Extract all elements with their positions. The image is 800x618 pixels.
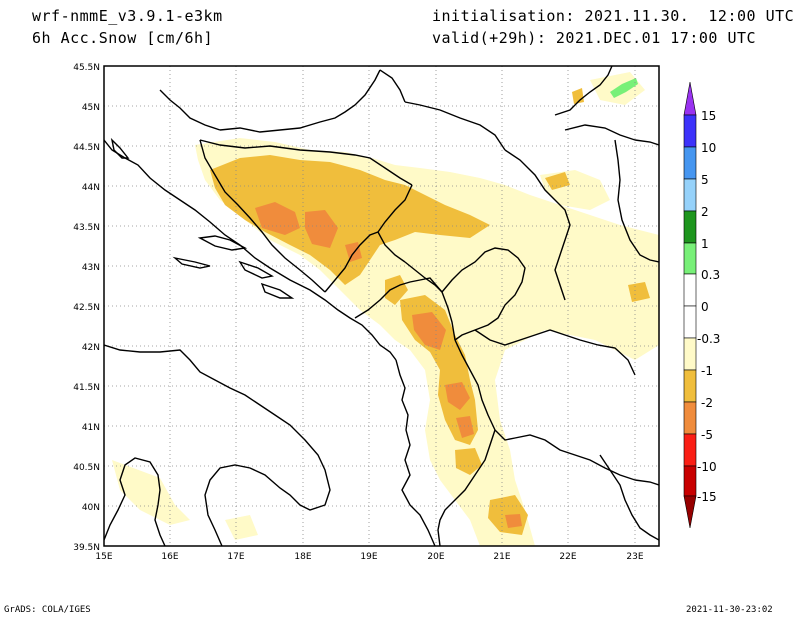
colorbar-swatch xyxy=(684,147,696,179)
grads-credit: GrADS: COLA/IGES xyxy=(4,605,91,615)
lat-label: 41.5N xyxy=(73,383,100,393)
lon-label: 23E xyxy=(626,552,643,562)
island-2 xyxy=(175,258,210,268)
lat-label: 42N xyxy=(82,343,100,353)
coast-greece-east xyxy=(600,455,659,540)
colorbar-label: -10 xyxy=(697,460,717,474)
colorbar-swatch xyxy=(684,179,696,211)
colorbar-swatch xyxy=(684,243,696,274)
colorbar-swatch xyxy=(684,370,696,402)
lat-label: 42.5N xyxy=(73,303,100,313)
lon-label: 20E xyxy=(427,552,444,562)
lon-label: 21E xyxy=(493,552,510,562)
colorbar-label: 10 xyxy=(701,141,716,155)
colorbar-label: -1 xyxy=(701,364,713,378)
border-slovenia-croatia xyxy=(160,90,220,130)
lat-label: 45.5N xyxy=(73,63,100,73)
colorbar-swatch xyxy=(684,402,696,434)
coast-italy xyxy=(104,345,330,546)
lat-label: 43.5N xyxy=(73,223,100,233)
colorbar-label: 2 xyxy=(701,205,709,219)
colorbar-label: -0.3 xyxy=(697,332,720,346)
lon-label: 19E xyxy=(360,552,377,562)
colorbar-label: 1 xyxy=(701,237,709,251)
island-4 xyxy=(262,284,292,298)
lat-label: 41N xyxy=(82,423,100,433)
border-croatia-hungary xyxy=(220,70,380,132)
colorbar-swatch xyxy=(684,115,696,147)
colorbar-swatch xyxy=(684,338,696,370)
lon-label: 16E xyxy=(161,552,178,562)
lon-label: 15E xyxy=(95,552,112,562)
colorbar-top-arrow xyxy=(684,82,696,115)
lat-label: 40.5N xyxy=(73,463,100,473)
lat-label: 40N xyxy=(82,503,100,513)
colorbar-swatch xyxy=(684,466,696,496)
lon-labels: 15E 16E 17E 18E 19E 20E 21E 22E 23E xyxy=(95,552,643,562)
lat-label: 44N xyxy=(82,183,100,193)
colorbar-swatch xyxy=(684,306,696,338)
lon-label: 17E xyxy=(227,552,244,562)
island-3 xyxy=(240,262,272,278)
colorbar-swatch xyxy=(684,211,696,243)
lat-labels: 45.5N 45N 44.5N 44N 43.5N 43N 42.5N 42N … xyxy=(73,63,100,553)
lon-label: 22E xyxy=(559,552,576,562)
colorbar xyxy=(684,82,696,528)
colorbar-label: 0 xyxy=(701,300,709,314)
colorbar-label: 0.3 xyxy=(701,268,720,282)
border-albania-greece xyxy=(495,430,659,485)
colorbar-swatch xyxy=(684,274,696,306)
lat-label: 45N xyxy=(82,103,100,113)
shade-pale-sw2 xyxy=(225,515,258,540)
colorbar-swatch xyxy=(684,434,696,466)
colorbar-label: 5 xyxy=(701,173,709,187)
border-hungary-serbia xyxy=(380,70,405,102)
colorbar-labels: 15 10 5 2 1 0.3 0 -0.3 -1 -2 -5 -10 -15 xyxy=(697,109,720,504)
shade-orange-6 xyxy=(505,514,522,528)
island-5 xyxy=(112,140,128,158)
colorbar-label: -5 xyxy=(701,428,713,442)
border-serbia-romania xyxy=(405,102,505,150)
lat-label: 44.5N xyxy=(73,143,100,153)
snow-shading xyxy=(112,72,659,546)
colorbar-bottom-arrow xyxy=(684,496,696,528)
lat-label: 43N xyxy=(82,263,100,273)
border-romania-bulgaria xyxy=(565,125,659,145)
colorbar-label: 15 xyxy=(701,109,716,123)
render-timestamp: 2021-11-30-23:02 xyxy=(686,605,773,615)
colorbar-label: -2 xyxy=(701,396,713,410)
lon-label: 18E xyxy=(294,552,311,562)
colorbar-label: -15 xyxy=(697,490,717,504)
